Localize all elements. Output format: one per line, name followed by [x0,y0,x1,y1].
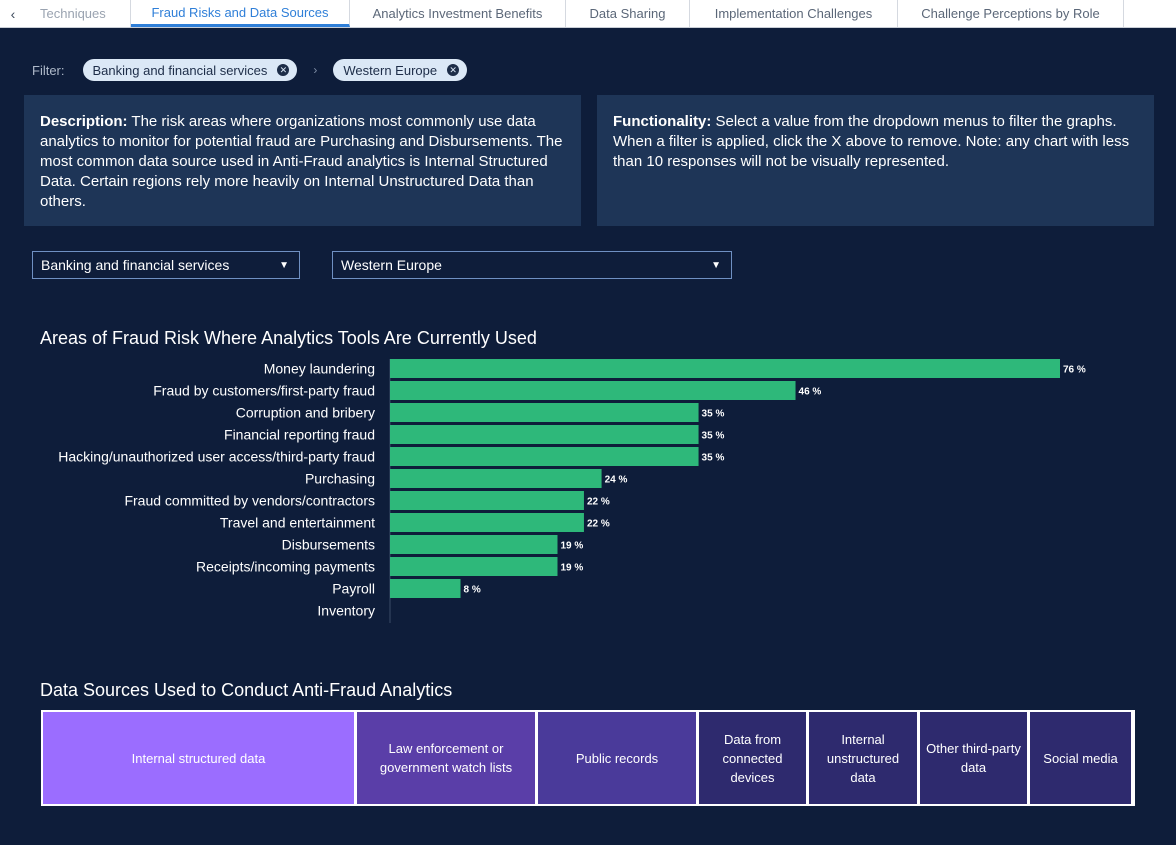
industry-dropdown[interactable]: Banking and financial services ▼ [32,251,300,279]
tab-data-sharing[interactable]: Data Sharing [566,0,690,27]
filter-chip-region-label: Western Europe [343,62,438,78]
value-label: 35 % [702,431,725,442]
category-label: Corruption and bribery [236,405,375,421]
category-label: Payroll [332,581,375,597]
filter-chip-region[interactable]: Western Europe ✕ [333,59,468,81]
value-label: 24 % [605,475,628,486]
category-label: Hacking/unauthorized user access/third-p… [58,449,375,465]
bar[interactable] [390,557,558,576]
treemap-cell-internal-unstructured-data[interactable]: Internal unstructured data [809,712,917,804]
treemap-cell-public-records[interactable]: Public records [538,712,696,804]
bar[interactable] [390,381,796,400]
category-label: Purchasing [305,471,375,487]
tab-scroll-left-icon[interactable]: ‹ [10,5,16,22]
remove-filter-close-icon[interactable]: ✕ [447,64,460,76]
value-label: 76 % [1063,365,1086,376]
filter-label: Filter: [32,62,65,78]
treemap-cell-connected-devices[interactable]: Data from connected devices [699,712,806,804]
filter-chip-industry-label: Banking and financial services [92,62,268,78]
bar[interactable] [390,425,699,444]
data-sources-treemap: Internal structured data Law enforcement… [41,710,1135,806]
treemap-cell-internal-structured-data[interactable]: Internal structured data [43,712,354,804]
description-panel: Description: The risk areas where organi… [24,95,581,226]
industry-dropdown-value: Banking and financial services [41,257,230,273]
category-label: Financial reporting fraud [224,427,375,443]
data-sources-title: Data Sources Used to Conduct Anti-Fraud … [40,680,453,700]
category-label: Travel and entertainment [220,515,375,531]
tab-implementation-challenges[interactable]: Implementation Challenges [690,0,898,27]
value-label: 46 % [799,387,822,398]
remove-filter-close-icon[interactable]: ✕ [277,64,290,76]
value-label: 8 % [464,585,481,596]
description-heading: Description: [40,113,128,130]
filter-chip-industry[interactable]: Banking and financial services ✕ [82,59,298,81]
region-dropdown[interactable]: Western Europe ▼ [332,251,732,279]
tab-bar-spacer [1124,0,1176,27]
value-label: 19 % [561,541,584,552]
value-label: 35 % [702,453,725,464]
value-label: 19 % [561,563,584,574]
tab-bar: ‹ Techniques Fraud Risks and Data Source… [0,0,1176,28]
value-label: 22 % [587,519,610,530]
filter-row: Filter: Banking and financial services ✕… [32,58,468,82]
bar[interactable] [390,403,699,422]
bar[interactable] [390,535,558,554]
category-label: Fraud committed by vendors/contractors [124,493,375,509]
category-label: Inventory [317,603,375,619]
fraud-risk-bar-chart: Money laundering 76 % Fraud by customers/f… [58,359,1086,623]
functionality-text: Select a value from the dropdown menus t… [613,113,1130,170]
dropdown-arrow-icon: ▼ [279,259,289,271]
functionality-panel: Functionality: Select a value from the d… [597,95,1154,226]
tab-techniques[interactable]: Techniques [26,0,131,27]
bar[interactable] [390,579,461,598]
bar[interactable] [390,469,602,488]
region-dropdown-value: Western Europe [341,257,442,273]
bar[interactable] [390,491,584,510]
tab-challenge-perceptions-by-role[interactable]: Challenge Perceptions by Role [898,0,1124,27]
bar[interactable] [390,359,1060,378]
chevron-right-icon: › [313,63,318,77]
category-label: Disbursements [282,537,375,553]
functionality-heading: Functionality: [613,113,712,130]
bar[interactable] [390,513,584,532]
category-label: Money laundering [264,361,375,377]
dropdown-arrow-icon: ▼ [711,259,721,271]
treemap-cell-law-enforcement[interactable]: Law enforcement or government watch list… [357,712,535,804]
treemap-cell-social-media[interactable]: Social media [1030,712,1131,804]
value-label: 22 % [587,497,610,508]
category-label: Fraud by customers/first-party fraud [153,383,375,399]
value-label: 35 % [702,409,725,420]
description-text: The risk areas where organizations most … [40,113,563,210]
tab-analytics-investment-benefits[interactable]: Analytics Investment Benefits [350,0,566,27]
fraud-risk-chart-title: Areas of Fraud Risk Where Analytics Tool… [40,328,537,348]
category-label: Receipts/incoming payments [196,559,375,575]
tab-fraud-risks-and-data-sources[interactable]: Fraud Risks and Data Sources [131,0,350,27]
treemap-cell-other-third-party-data[interactable]: Other third-party data [920,712,1027,804]
bar[interactable] [390,447,699,466]
